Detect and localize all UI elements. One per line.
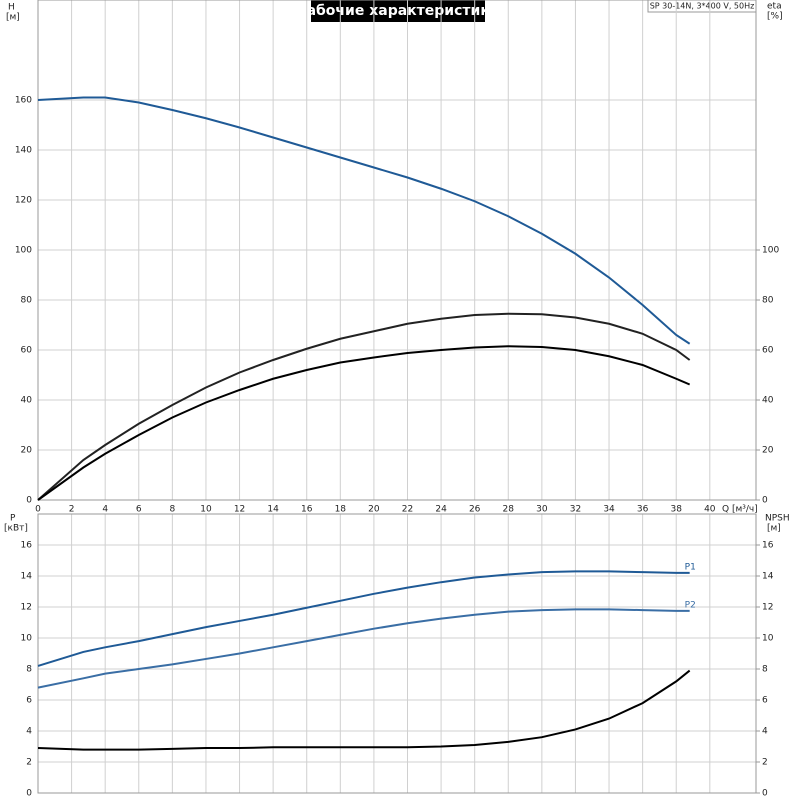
x-tick-label: 6 (136, 505, 142, 515)
x-tick-label: 28 (503, 505, 515, 515)
y-tick-label: 80 (21, 296, 33, 306)
y2-tick-label: 12 (762, 603, 773, 613)
y2-tick-label: 0 (762, 496, 768, 506)
y2-tick-label: 10 (762, 634, 774, 644)
y2-tick-label: 100 (762, 246, 779, 256)
y2-unit: [м] (767, 524, 781, 534)
x-tick-label: 24 (435, 505, 447, 515)
x-tick-label: 38 (670, 505, 682, 515)
y-tick-label: 100 (15, 246, 32, 256)
y2-unit: [%] (767, 12, 783, 22)
y-tick-label: 120 (15, 196, 32, 206)
x-tick-label: 8 (169, 505, 175, 515)
y-tick-label: 8 (26, 665, 32, 675)
curve (37, 345, 691, 501)
x-tick-label: 14 (267, 505, 279, 515)
y-tick-label: 16 (21, 541, 33, 551)
y2-tick-label: 14 (762, 572, 774, 582)
y-unit: [м] (6, 13, 20, 23)
y-tick-label: 6 (26, 696, 32, 706)
y2-tick-label: 16 (762, 541, 774, 551)
plot-frame (37, 513, 757, 794)
legend-label: P1 (685, 562, 696, 572)
y2-tick-label: 4 (762, 727, 768, 737)
y-tick-label: 2 (26, 758, 32, 768)
x-tick-label: 34 (603, 505, 615, 515)
curve (37, 669, 691, 751)
y-tick-label: 0 (26, 496, 32, 506)
y2-tick-label: 8 (762, 665, 768, 675)
x-tick-label: 0 (35, 505, 41, 515)
x-tick-label: 40 (704, 505, 716, 515)
y-label: H (8, 3, 15, 13)
y2-tick-label: 0 (762, 789, 768, 799)
legend-label: P2 (685, 600, 696, 610)
chart-title: Рабочие характеристики (296, 3, 499, 19)
y2-tick-label: 2 (762, 758, 768, 768)
x-tick-label: 16 (301, 505, 313, 515)
y-label: P (10, 514, 16, 524)
y-tick-label: 4 (26, 727, 32, 737)
x-tick-label: 20 (368, 505, 380, 515)
y-tick-label: 40 (21, 396, 33, 406)
annotation: SP 30-14N, 3*400 V, 50Hz (650, 2, 755, 11)
y-unit: [кВт] (4, 524, 28, 534)
y2-label: eta (767, 2, 782, 12)
y2-tick-label: 40 (762, 396, 774, 406)
curve (37, 96, 691, 345)
y2-label: NPSH (765, 514, 790, 524)
y-tick-label: 0 (26, 789, 32, 799)
x-tick-label: 30 (536, 505, 548, 515)
y-tick-label: 140 (15, 146, 32, 156)
y-tick-label: 12 (21, 603, 32, 613)
y2-tick-label: 80 (762, 296, 774, 306)
y-tick-label: 160 (15, 96, 32, 106)
y2-tick-label: 60 (762, 346, 774, 356)
x-tick-label: 18 (335, 505, 347, 515)
y-tick-label: 10 (21, 634, 33, 644)
x-tick-label: 10 (200, 505, 212, 515)
x-tick-label: 26 (469, 505, 481, 515)
x-tick-label: 32 (570, 505, 581, 515)
x-tick-label: 2 (69, 505, 75, 515)
y-tick-label: 60 (21, 346, 33, 356)
y2-tick-label: 20 (762, 446, 774, 456)
curve (37, 608, 690, 689)
curve (37, 570, 690, 667)
x-tick-label: 4 (102, 505, 108, 515)
x-tick-label: 22 (402, 505, 413, 515)
x-tick-label: 12 (234, 505, 245, 515)
plot-frame (37, 0, 757, 501)
x-label: Q [м³/ч] (722, 505, 758, 515)
x-tick-label: 36 (637, 505, 649, 515)
y-tick-label: 14 (21, 572, 33, 582)
y2-tick-label: 6 (762, 696, 768, 706)
y-tick-label: 20 (21, 446, 33, 456)
curve (37, 312, 691, 501)
